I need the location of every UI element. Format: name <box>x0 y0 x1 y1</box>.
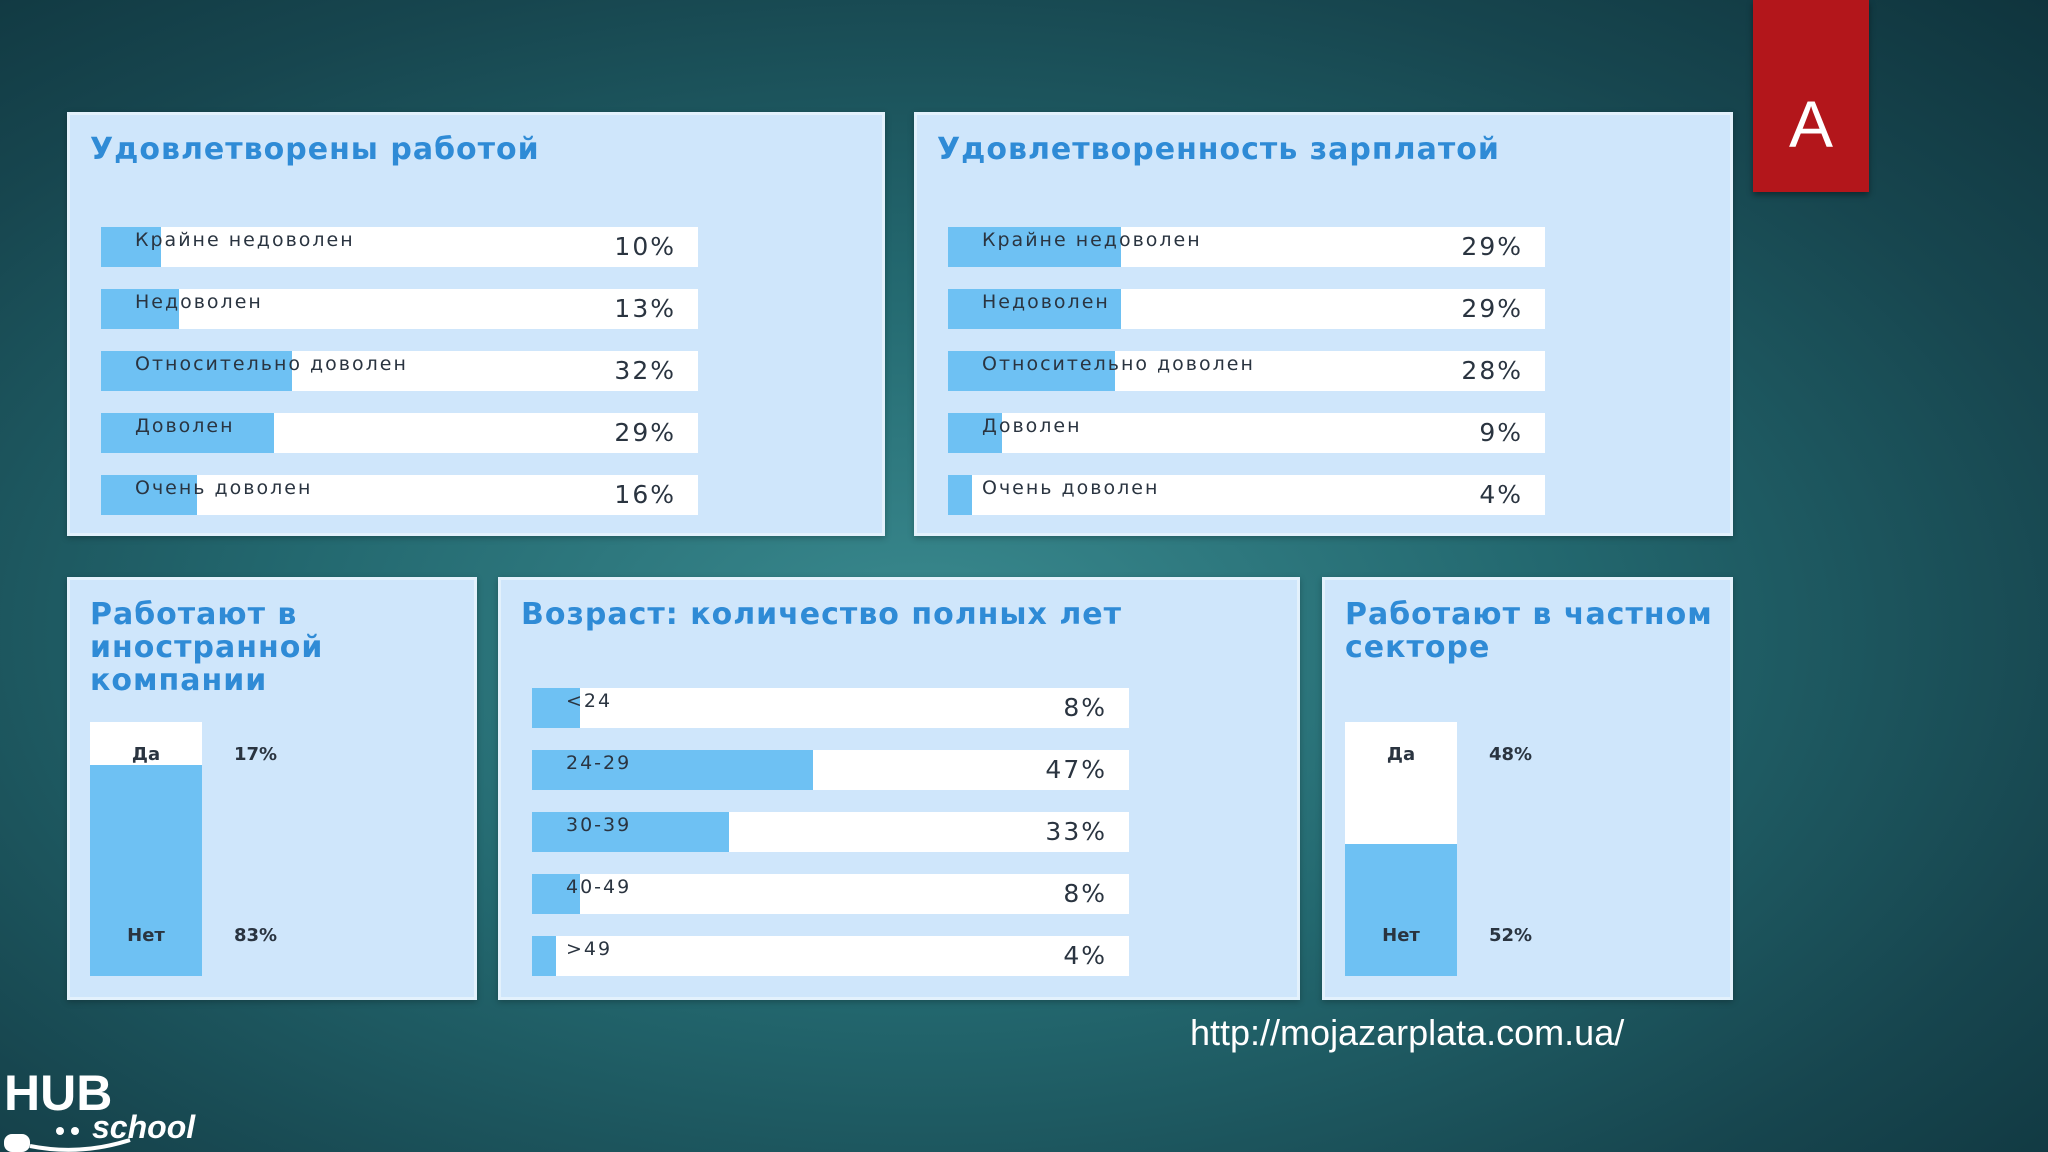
category-label: Нет <box>1382 925 1420 946</box>
bar <box>101 227 161 267</box>
stacked-bar: Да Нет <box>1345 722 1457 976</box>
bar-row: 24-29 47% <box>532 750 1129 790</box>
category-label: Да <box>1386 744 1416 765</box>
bar-row: Очень доволен 16% <box>101 475 698 515</box>
panel-foreign-company: Работают в иностранной компании Да Нет 17%… <box>67 577 477 1000</box>
bar <box>948 227 1122 267</box>
panel-age: Возраст: количество полных лет <24 8% 24-2… <box>498 577 1300 1000</box>
category-label: Относительно доволен <box>135 353 408 375</box>
bar-row: >49 4% <box>532 936 1129 976</box>
bar <box>101 289 179 329</box>
bar-row: 40-49 8% <box>532 874 1129 914</box>
value-label: 4% <box>1479 480 1523 509</box>
value-label: 16% <box>614 480 676 509</box>
bar-row: Недоволен 29% <box>948 289 1545 329</box>
category-label: Недоволен <box>982 291 1110 313</box>
bar <box>532 874 580 914</box>
bar <box>948 351 1116 391</box>
category-label: Нет <box>127 925 165 946</box>
chart-title: Возраст: количество полных лет <box>521 597 1123 632</box>
value-label: 17% <box>234 744 278 765</box>
value-label: 33% <box>1045 817 1107 846</box>
category-label: 24-29 <box>566 752 632 774</box>
category-label: Доволен <box>135 415 235 437</box>
category-label: Относительно доволен <box>982 353 1255 375</box>
category-label: Очень доволен <box>982 477 1160 499</box>
source-url[interactable]: http://mojazarplata.com.ua/ <box>1190 1012 1625 1053</box>
category-label: Крайне недоволен <box>982 229 1202 251</box>
panel-salary-satisfaction: Удовлетворенность зарплатой Крайне недов… <box>914 112 1733 536</box>
bar-row: Очень доволен 4% <box>948 475 1545 515</box>
bar <box>101 475 197 515</box>
bar-row: Доволен 29% <box>101 413 698 453</box>
bar <box>101 413 275 453</box>
value-label: 83% <box>234 925 278 946</box>
bar-row: Доволен 9% <box>948 413 1545 453</box>
value-label: 13% <box>614 294 676 323</box>
panel-private-sector: Работают в частном секторе Да Нет 48% 52% <box>1322 577 1733 1000</box>
logo-hub-text: HUB <box>4 1065 112 1121</box>
bar-row: Крайне недоволен 29% <box>948 227 1545 267</box>
value-label: 4% <box>1063 941 1107 970</box>
chart-title: Работают в частном секторе <box>1345 597 1713 665</box>
badge-letter: A <box>1788 87 1834 161</box>
value-label: 29% <box>1461 294 1523 323</box>
panel-job-satisfaction: Удовлетворены работой Крайне недоволен 10… <box>67 112 885 536</box>
category-label: <24 <box>566 690 613 712</box>
hub-school-logo: HUB school <box>4 1065 196 1152</box>
bar <box>948 475 972 515</box>
value-label: 9% <box>1479 418 1523 447</box>
value-label: 48% <box>1489 744 1533 765</box>
category-label: Очень доволен <box>135 477 313 499</box>
category-label: Крайне недоволен <box>135 229 355 251</box>
bar <box>532 936 556 976</box>
bar-segment-no <box>90 765 202 976</box>
value-label: 52% <box>1489 925 1533 946</box>
chart-title: Работают в иностранной компании <box>90 597 324 698</box>
category-label: 30-39 <box>566 814 632 836</box>
value-label: 10% <box>614 232 676 261</box>
bar-row: 30-39 33% <box>532 812 1129 852</box>
bar-row: Недоволен 13% <box>101 289 698 329</box>
value-label: 8% <box>1063 879 1107 908</box>
chart-title: Удовлетворенность зарплатой <box>937 132 1500 167</box>
bar <box>532 812 729 852</box>
bar <box>532 750 813 790</box>
value-label: 47% <box>1045 755 1107 784</box>
bar-row: Относительно доволен 32% <box>101 351 698 391</box>
bar-row: <24 8% <box>532 688 1129 728</box>
category-label: Доволен <box>982 415 1082 437</box>
value-label: 32% <box>614 356 676 385</box>
stacked-bar: Да Нет <box>90 722 202 976</box>
bar-segment-no <box>1345 843 1457 976</box>
bar-row: Крайне недоволен 10% <box>101 227 698 267</box>
value-label: 29% <box>614 418 676 447</box>
section-badge: A <box>1753 0 1869 192</box>
value-label: 29% <box>1461 232 1523 261</box>
chart-title: Удовлетворены работой <box>90 132 540 167</box>
category-label: >49 <box>566 938 613 960</box>
logo-school-text: school <box>92 1109 196 1145</box>
category-label: Недоволен <box>135 291 263 313</box>
value-label: 28% <box>1461 356 1523 385</box>
category-label: Да <box>131 744 161 765</box>
category-label: 40-49 <box>566 876 632 898</box>
bar <box>948 289 1122 329</box>
bar <box>532 688 580 728</box>
bar <box>948 413 1002 453</box>
value-label: 8% <box>1063 693 1107 722</box>
bar <box>101 351 293 391</box>
bar-row: Относительно доволен 28% <box>948 351 1545 391</box>
